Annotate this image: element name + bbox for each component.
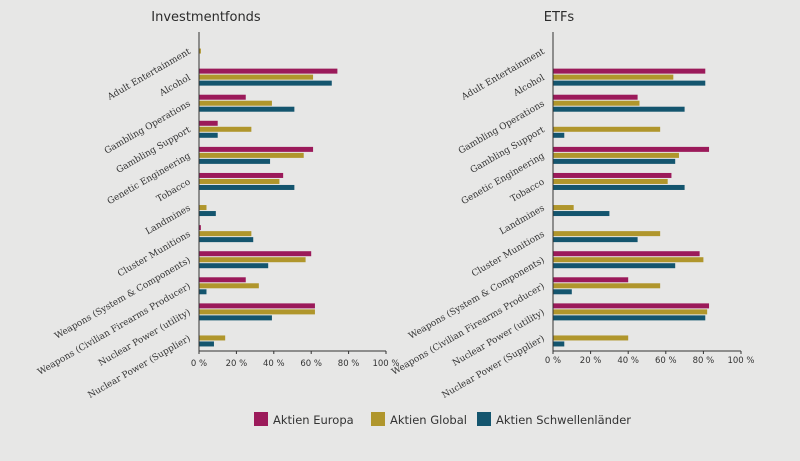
bar-tobacco-aktien-global [199,178,280,184]
bar-weapons-system-components-aktien-europa [553,251,700,257]
bar-weapons-civilian-firearms-producer-aktien-europa [553,277,629,283]
bar-landmines-aktien-schwellenlaender [199,211,216,217]
bar-alcohol-aktien-global [199,74,314,80]
bar-cluster-munitions-aktien-global [199,231,252,237]
bar-gambling-operations-aktien-schwellenlaender [553,106,685,112]
bar-gambling-support-aktien-europa [199,120,218,126]
bar-cluster-munitions-aktien-europa [199,225,201,231]
category-label: Genetic Engineering [106,151,193,207]
bar-weapons-civilian-firearms-producer-aktien-schwellenlaender [199,289,207,295]
bar-nuclear-power-utility-aktien-schwellenlaender [553,315,706,321]
x-tick-label: 80 % [338,359,360,369]
bar-gambling-operations-aktien-global [553,100,640,106]
x-tick-label: 0 % [191,359,207,369]
x-tick-label: 20 % [226,359,248,369]
bar-landmines-aktien-schwellenlaender [553,211,610,217]
category-label: Tobacco [155,177,192,204]
bar-tobacco-aktien-europa [553,172,672,178]
x-tick-label: 60 % [300,359,322,369]
bar-alcohol-aktien-schwellenlaender [553,80,706,86]
bar-genetic-engineering-aktien-europa [199,146,314,152]
bar-landmines-aktien-global [199,205,207,211]
category-label: Cluster Munitions [116,229,193,279]
legend-label-aktien-schwellenlaender: Aktien Schwellenländer [496,413,631,427]
bar-weapons-system-components-aktien-schwellenlaender [553,263,676,269]
bar-nuclear-power-utility-aktien-europa [553,303,710,309]
category-label: Gambling Support [469,125,547,176]
bar-nuclear-power-supplier-aktien-schwellenlaender [553,341,565,347]
category-label: Adult Entertainment [105,47,193,103]
bar-nuclear-power-utility-aktien-global [553,309,708,315]
chart-panel-investmentfonds: Investmentfonds Adult EntertainmentAlcoho… [36,10,400,401]
bar-gambling-support-aktien-schwellenlaender [553,132,565,138]
bar-gambling-operations-aktien-europa [553,94,638,100]
category-label: Genetic Engineering [460,151,547,207]
bar-genetic-engineering-aktien-schwellenlaender [199,158,271,164]
x-tick-label: 80 % [693,356,715,366]
bar-gambling-operations-aktien-global [199,100,272,106]
bar-cluster-munitions-aktien-global [553,231,661,237]
bar-genetic-engineering-aktien-schwellenlaender [553,158,676,164]
bar-gambling-support-aktien-global [553,126,661,132]
x-tick-label: 60 % [655,356,677,366]
category-label: Alcohol [511,73,546,99]
bar-cluster-munitions-aktien-schwellenlaender [553,237,638,243]
bar-gambling-operations-aktien-europa [199,94,246,100]
bar-weapons-system-components-aktien-schwellenlaender [199,263,269,269]
bar-weapons-civilian-firearms-producer-aktien-global [199,283,259,289]
bar-tobacco-aktien-schwellenlaender [553,184,685,190]
chart-title: ETFs [544,10,575,25]
bar-weapons-civilian-firearms-producer-aktien-global [553,283,661,289]
legend-swatch-aktien-europa [254,412,268,426]
bar-alcohol-aktien-europa [553,68,706,74]
bar-cluster-munitions-aktien-schwellenlaender [199,237,254,243]
legend-label-aktien-global: Aktien Global [390,413,467,427]
bar-genetic-engineering-aktien-global [553,152,679,158]
category-label: Alcohol [157,73,192,99]
bar-nuclear-power-supplier-aktien-schwellenlaender [199,341,214,347]
legend-label-aktien-europa: Aktien Europa [273,413,354,427]
bar-genetic-engineering-aktien-europa [553,146,710,152]
bar-weapons-civilian-firearms-producer-aktien-schwellenlaender [553,289,572,295]
bar-tobacco-aktien-schwellenlaender [199,184,295,190]
x-tick-label: 40 % [617,356,639,366]
x-tick-label: 100 % [372,359,399,369]
legend-swatch-aktien-schwellenlaender [477,412,491,426]
bar-alcohol-aktien-schwellenlaender [199,80,332,86]
x-tick-label: 100 % [727,356,754,366]
x-tick-label: 0 % [545,356,561,366]
bar-weapons-system-components-aktien-global [199,257,306,263]
chart-title: Investmentfonds [151,10,261,25]
bar-weapons-system-components-aktien-global [553,257,704,263]
bar-gambling-support-aktien-schwellenlaender [199,132,218,138]
bar-weapons-system-components-aktien-europa [199,251,312,257]
bar-gambling-operations-aktien-schwellenlaender [199,106,295,112]
category-label: Tobacco [509,177,546,204]
bar-landmines-aktien-global [553,205,574,211]
bar-nuclear-power-utility-aktien-europa [199,303,315,309]
bar-tobacco-aktien-europa [199,172,284,178]
x-tick-label: 40 % [263,359,285,369]
bar-nuclear-power-supplier-aktien-global [199,335,226,341]
bar-tobacco-aktien-global [553,178,668,184]
bar-alcohol-aktien-global [553,74,674,80]
bar-gambling-support-aktien-global [199,126,252,132]
bar-nuclear-power-utility-aktien-global [199,309,315,315]
bar-genetic-engineering-aktien-global [199,152,304,158]
bar-adult-entertainment-aktien-global [199,48,201,54]
category-label: Cluster Munitions [470,229,547,279]
category-label: Adult Entertainment [459,47,547,103]
bar-nuclear-power-supplier-aktien-global [553,335,629,341]
bar-alcohol-aktien-europa [199,68,338,74]
x-tick-label: 20 % [580,356,602,366]
category-label: Gambling Support [115,125,193,176]
bar-weapons-civilian-firearms-producer-aktien-europa [199,277,246,283]
legend-swatch-aktien-global [371,412,385,426]
legend: Aktien Europa Aktien Global Aktien Schwell… [254,412,631,427]
bar-nuclear-power-utility-aktien-schwellenlaender [199,315,272,321]
